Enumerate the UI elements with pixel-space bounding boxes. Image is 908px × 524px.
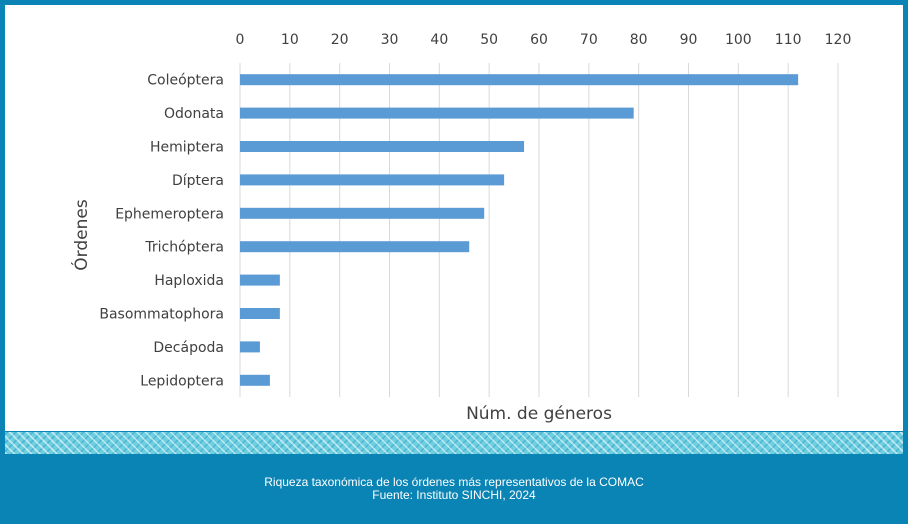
x-tick-label: 60 bbox=[530, 32, 548, 48]
bar bbox=[240, 341, 260, 353]
x-tick-labels: 0 10 20 30 40 50 60 70 80 90 100 110 120 bbox=[236, 32, 852, 48]
x-tick-label: 10 bbox=[281, 32, 299, 48]
category-labels: Coleóptera Odonata Hemiptera Díptera Ephemer… bbox=[99, 73, 224, 390]
bar bbox=[240, 207, 485, 219]
x-tick-label: 100 bbox=[725, 32, 752, 48]
category-label: Lepidoptera bbox=[140, 373, 224, 389]
bar bbox=[240, 241, 470, 253]
x-tick-label: 40 bbox=[430, 32, 448, 48]
category-label: Basommatophora bbox=[99, 307, 224, 323]
bar bbox=[240, 74, 799, 86]
bar bbox=[240, 274, 280, 286]
bar bbox=[240, 141, 525, 152]
bar bbox=[240, 107, 634, 119]
category-label: Decápoda bbox=[153, 340, 224, 356]
x-tick-label: 110 bbox=[775, 32, 802, 48]
chart-panel: 0 10 20 30 40 50 60 70 80 90 100 110 120 Coleóptera O… bbox=[5, 5, 903, 431]
x-tick-label: 80 bbox=[630, 32, 648, 48]
x-tick-label: 50 bbox=[480, 32, 498, 48]
category-label: Ephemeroptera bbox=[115, 206, 224, 222]
bars bbox=[240, 74, 799, 386]
figure-caption: Riqueza taxonómica de los órdenes más re… bbox=[0, 476, 908, 502]
category-label: Hemiptera bbox=[150, 140, 224, 156]
bar bbox=[240, 308, 280, 319]
y-axis-title: Órdenes bbox=[70, 199, 92, 271]
x-tick-label: 70 bbox=[580, 32, 598, 48]
category-label: Odonata bbox=[164, 106, 224, 122]
x-tick-label: 30 bbox=[381, 32, 399, 48]
bar bbox=[240, 174, 505, 186]
bar bbox=[240, 374, 270, 386]
category-label: Haploxida bbox=[154, 273, 224, 289]
category-label: Díptera bbox=[172, 173, 224, 189]
decorative-pattern-strip bbox=[5, 432, 903, 454]
x-axis-title: Núm. de géneros bbox=[466, 404, 612, 424]
x-tick-label: 120 bbox=[825, 32, 852, 48]
category-label: Coleóptera bbox=[147, 73, 224, 89]
bar-chart: 0 10 20 30 40 50 60 70 80 90 100 110 120 Coleóptera O… bbox=[70, 32, 852, 424]
grid-lines bbox=[239, 63, 839, 397]
caption-title: Riqueza taxonómica de los órdenes más re… bbox=[264, 475, 644, 489]
caption-source: Fuente: Instituto SINCHI, 2024 bbox=[372, 488, 536, 502]
x-tick-label: 0 bbox=[236, 32, 245, 48]
x-tick-label: 20 bbox=[331, 32, 349, 48]
category-label: Trichóptera bbox=[144, 240, 224, 256]
x-tick-label: 90 bbox=[680, 32, 698, 48]
